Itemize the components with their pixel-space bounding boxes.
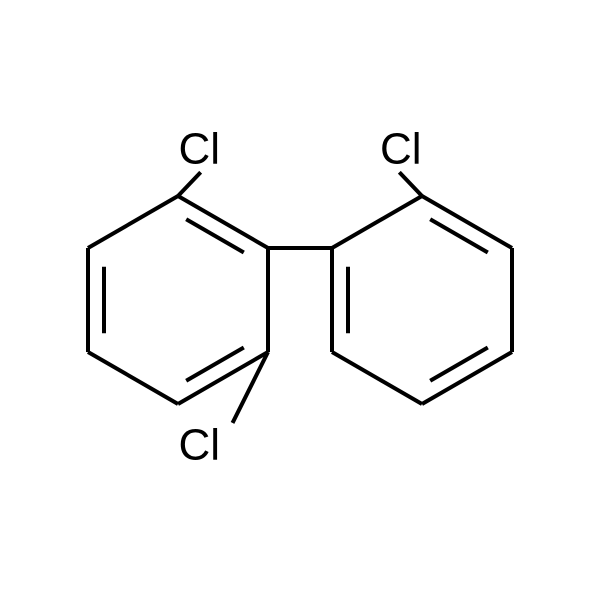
bond <box>178 172 201 196</box>
atom-label-cl: Cl <box>380 125 422 174</box>
bond <box>399 172 422 196</box>
molecule-canvas: Cl Cl Cl <box>0 0 600 600</box>
bond <box>88 196 178 248</box>
bond <box>186 219 244 252</box>
bond <box>186 348 244 381</box>
atom-label-cl: Cl <box>178 421 220 470</box>
bond <box>332 352 422 404</box>
atom-label-cl: Cl <box>178 125 220 174</box>
bond <box>430 219 488 252</box>
bond <box>430 348 488 381</box>
bond <box>88 352 178 404</box>
bond <box>332 196 422 248</box>
